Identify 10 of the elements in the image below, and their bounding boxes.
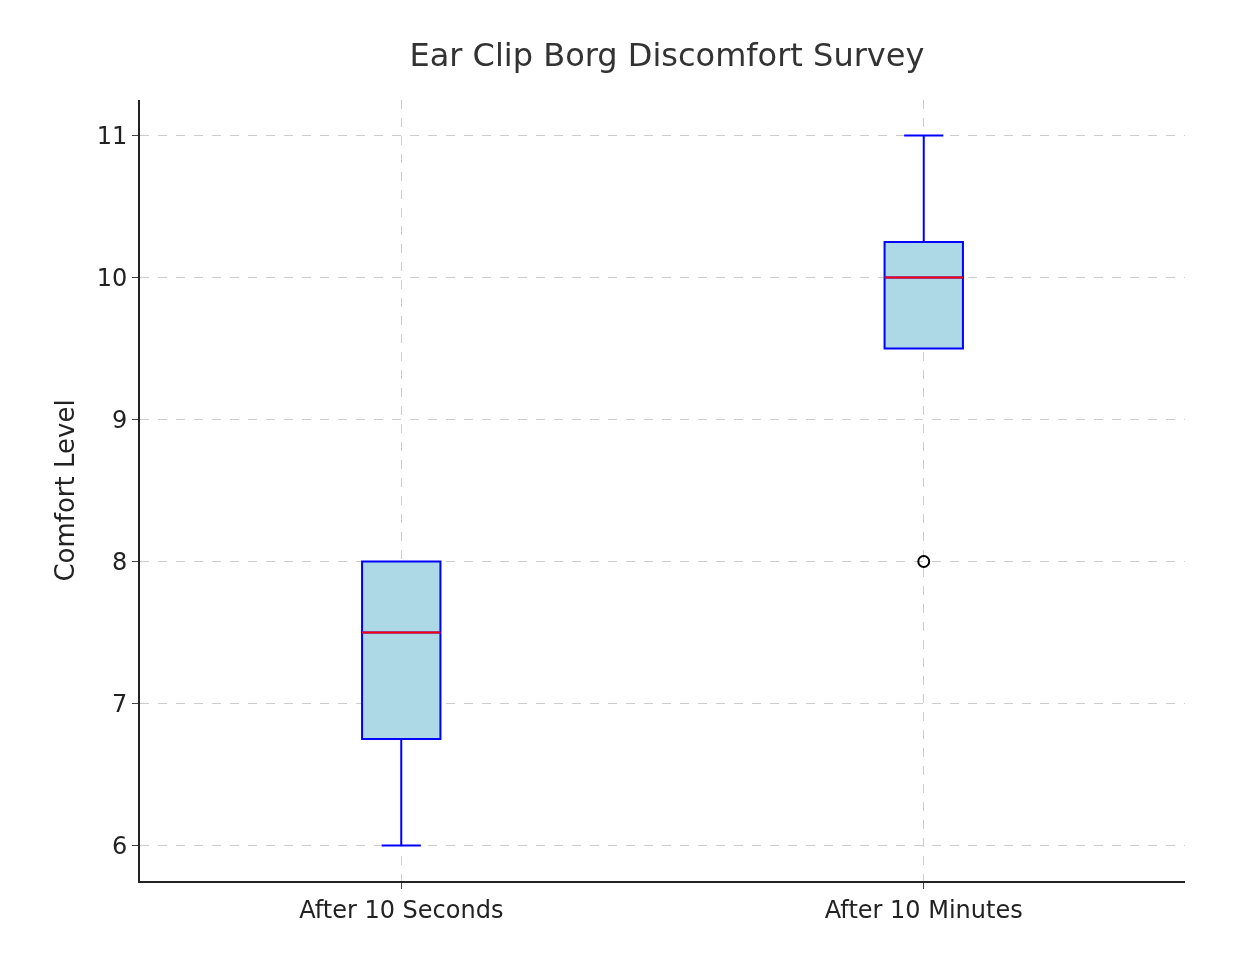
y-tick-label: 9: [111, 405, 128, 434]
y-tick-label: 8: [111, 547, 128, 576]
y-axis-title: Comfort Level: [49, 399, 80, 582]
y-tick-label: 10: [96, 263, 128, 292]
x-tick-label: After 10 Seconds: [299, 895, 504, 924]
y-tick-label: 6: [111, 831, 128, 860]
y-tick-label: 11: [96, 121, 128, 150]
chart-title: Ear Clip Borg Discomfort Survey: [409, 35, 925, 74]
x-tick-label: After 10 Minutes: [824, 895, 1023, 924]
y-tick-label: 7: [111, 689, 128, 718]
